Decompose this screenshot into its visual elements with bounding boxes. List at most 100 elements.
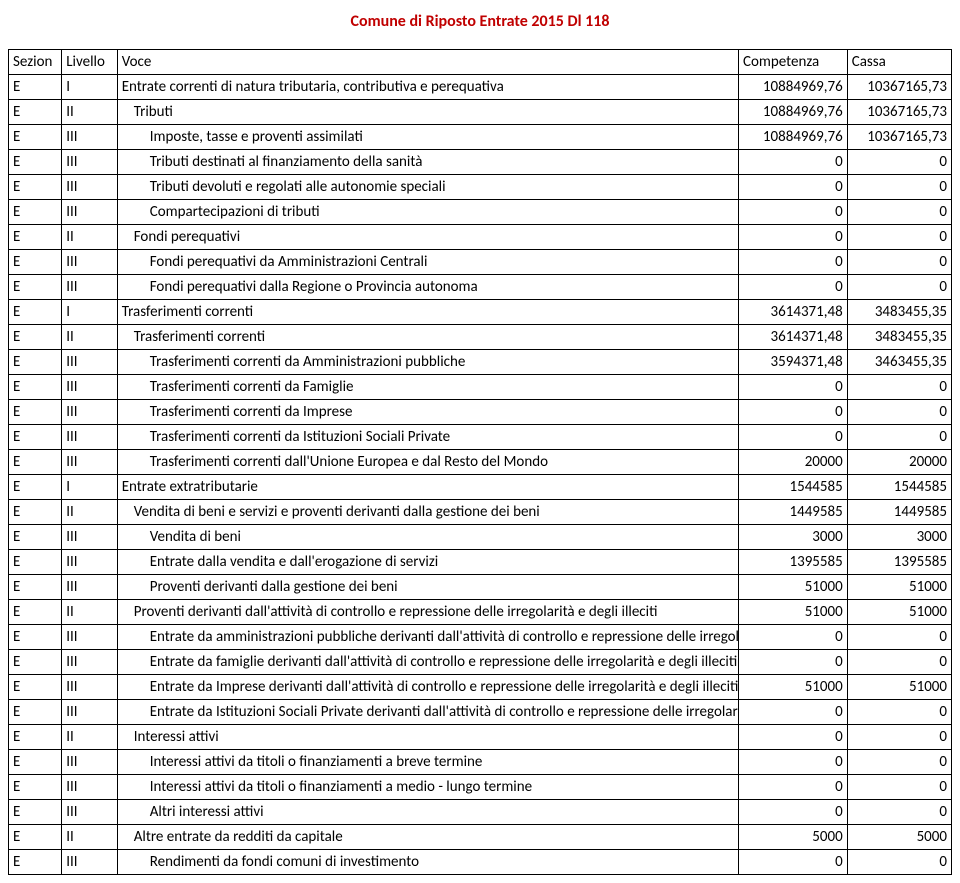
cell-livello: II [62, 825, 117, 850]
cell-cassa: 51000 [847, 575, 951, 600]
cell-sezion: E [9, 100, 62, 125]
cell-sezion: E [9, 525, 62, 550]
cell-voce: Entrate da amministrazioni pubbliche der… [117, 625, 738, 650]
cell-voce: Fondi perequativi dalla Regione o Provin… [117, 275, 738, 300]
header-voce: Voce [117, 50, 738, 75]
header-cassa: Cassa [847, 50, 951, 75]
cell-competenza: 0 [738, 375, 847, 400]
page-title: Comune di Riposto Entrate 2015 Dl 118 [8, 12, 952, 31]
cell-competenza: 0 [738, 275, 847, 300]
table-row: EITrasferimenti correnti3614371,48348345… [9, 300, 952, 325]
cell-cassa: 0 [847, 275, 951, 300]
cell-livello: I [62, 300, 117, 325]
cell-competenza: 20000 [738, 450, 847, 475]
cell-sezion: E [9, 700, 62, 725]
cell-voce: Entrate da Istituzioni Sociali Private d… [117, 700, 738, 725]
cell-livello: III [62, 350, 117, 375]
cell-voce: Interessi attivi da titoli o finanziamen… [117, 775, 738, 800]
cell-cassa: 0 [847, 200, 951, 225]
table-row: EIIVendita di beni e servizi e proventi … [9, 500, 952, 525]
cell-competenza: 51000 [738, 600, 847, 625]
cell-voce: Proventi derivanti dall'attività di cont… [117, 600, 738, 625]
cell-livello: III [62, 425, 117, 450]
cell-competenza: 3614371,48 [738, 300, 847, 325]
table-row: EIIITrasferimenti correnti da Istituzion… [9, 425, 952, 450]
cell-sezion: E [9, 475, 62, 500]
cell-cassa: 0 [847, 375, 951, 400]
cell-livello: III [62, 675, 117, 700]
cell-voce: Fondi perequativi da Amministrazioni Cen… [117, 250, 738, 275]
cell-voce: Entrate dalla vendita e dall'erogazione … [117, 550, 738, 575]
cell-competenza: 0 [738, 850, 847, 875]
cell-sezion: E [9, 625, 62, 650]
cell-voce: Trasferimenti correnti da Istituzioni So… [117, 425, 738, 450]
cell-cassa: 0 [847, 425, 951, 450]
cell-livello: III [62, 250, 117, 275]
table-row: EIIITrasferimenti correnti da Imprese00 [9, 400, 952, 425]
cell-cassa: 1544585 [847, 475, 951, 500]
cell-voce: Entrate da famiglie derivanti dall'attiv… [117, 650, 738, 675]
cell-cassa: 10367165,73 [847, 100, 951, 125]
cell-voce: Altri interessi attivi [117, 800, 738, 825]
cell-competenza: 0 [738, 625, 847, 650]
cell-voce: Proventi derivanti dalla gestione dei be… [117, 575, 738, 600]
cell-cassa: 3483455,35 [847, 325, 951, 350]
table-row: EIIITrasferimenti correnti dall'Unione E… [9, 450, 952, 475]
cell-cassa: 20000 [847, 450, 951, 475]
cell-livello: III [62, 275, 117, 300]
cell-sezion: E [9, 400, 62, 425]
cell-livello: II [62, 500, 117, 525]
table-row: EIEntrate correnti di natura tributaria,… [9, 75, 952, 100]
cell-voce: Trasferimenti correnti [117, 325, 738, 350]
cell-competenza: 3594371,48 [738, 350, 847, 375]
cell-sezion: E [9, 200, 62, 225]
table-row: EIIITributi destinati al finanziamento d… [9, 150, 952, 175]
cell-livello: III [62, 575, 117, 600]
entrate-table: Sezion Livello Voce Competenza Cassa EIE… [8, 49, 952, 875]
cell-cassa: 0 [847, 750, 951, 775]
cell-cassa: 0 [847, 225, 951, 250]
cell-sezion: E [9, 375, 62, 400]
cell-livello: III [62, 550, 117, 575]
cell-sezion: E [9, 125, 62, 150]
cell-livello: II [62, 725, 117, 750]
table-row: EIIIEntrate da Istituzioni Sociali Priva… [9, 700, 952, 725]
cell-livello: III [62, 650, 117, 675]
cell-cassa: 3463455,35 [847, 350, 951, 375]
cell-livello: III [62, 400, 117, 425]
cell-competenza: 0 [738, 775, 847, 800]
cell-voce: Entrate da Imprese derivanti dall'attivi… [117, 675, 738, 700]
header-livello: Livello [62, 50, 117, 75]
cell-competenza: 10884969,76 [738, 100, 847, 125]
cell-cassa: 0 [847, 650, 951, 675]
cell-competenza: 0 [738, 800, 847, 825]
table-row: EIIIRendimenti da fondi comuni di invest… [9, 850, 952, 875]
cell-voce: Tributi devoluti e regolati alle autonom… [117, 175, 738, 200]
cell-competenza: 5000 [738, 825, 847, 850]
table-row: EIIITributi devoluti e regolati alle aut… [9, 175, 952, 200]
cell-cassa: 3000 [847, 525, 951, 550]
cell-competenza: 0 [738, 225, 847, 250]
cell-livello: III [62, 775, 117, 800]
cell-livello: III [62, 625, 117, 650]
cell-livello: III [62, 525, 117, 550]
cell-cassa: 0 [847, 800, 951, 825]
cell-voce: Tributi destinati al finanziamento della… [117, 150, 738, 175]
table-row: EIIIEntrate da amministrazioni pubbliche… [9, 625, 952, 650]
table-row: EIIIVendita di beni30003000 [9, 525, 952, 550]
cell-sezion: E [9, 800, 62, 825]
cell-voce: Vendita di beni e servizi e proventi der… [117, 500, 738, 525]
table-row: EIIFondi perequativi00 [9, 225, 952, 250]
table-row: EIITributi10884969,7610367165,73 [9, 100, 952, 125]
cell-cassa: 0 [847, 700, 951, 725]
cell-sezion: E [9, 550, 62, 575]
cell-competenza: 1449585 [738, 500, 847, 525]
cell-sezion: E [9, 450, 62, 475]
cell-competenza: 3614371,48 [738, 325, 847, 350]
cell-competenza: 0 [738, 725, 847, 750]
cell-sezion: E [9, 75, 62, 100]
cell-sezion: E [9, 650, 62, 675]
cell-voce: Rendimenti da fondi comuni di investimen… [117, 850, 738, 875]
cell-sezion: E [9, 575, 62, 600]
cell-cassa: 10367165,73 [847, 75, 951, 100]
